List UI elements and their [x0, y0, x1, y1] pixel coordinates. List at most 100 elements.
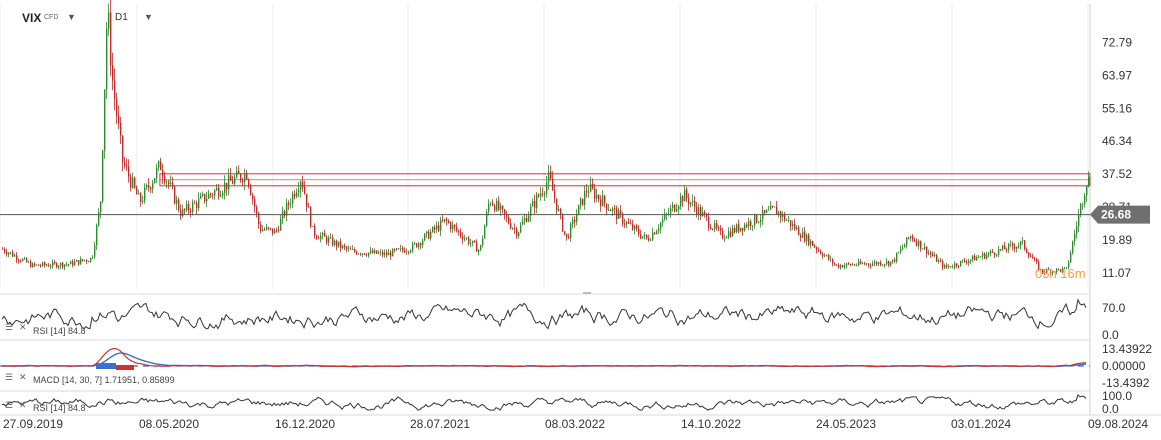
candle — [406, 248, 408, 256]
candle — [978, 254, 980, 259]
candle — [1056, 268, 1058, 275]
candle — [772, 205, 774, 208]
candle — [404, 247, 406, 254]
panel-resize-handle[interactable] — [583, 292, 591, 294]
candle — [828, 253, 830, 261]
candle — [484, 224, 486, 239]
candle — [128, 159, 130, 183]
candle — [4, 247, 6, 254]
candle — [1000, 248, 1002, 252]
candle — [908, 236, 910, 240]
candle — [538, 193, 540, 198]
timeframe-dropdown-icon[interactable]: ▼ — [144, 12, 153, 22]
candle — [1042, 269, 1044, 274]
rsi-level-0: 0.0 — [1102, 328, 1119, 342]
candle — [688, 193, 690, 211]
candle — [1008, 242, 1010, 253]
candle — [396, 248, 398, 251]
candle — [986, 251, 988, 260]
candle — [906, 237, 908, 249]
candle — [178, 197, 180, 213]
candle — [290, 198, 292, 209]
candle — [444, 218, 446, 224]
candle — [228, 168, 230, 196]
candle — [790, 220, 792, 231]
candle — [476, 239, 478, 252]
candle — [410, 249, 412, 254]
candle — [830, 255, 832, 262]
candle — [650, 238, 652, 242]
candle — [24, 256, 26, 260]
candle — [330, 233, 332, 239]
candle — [60, 262, 62, 269]
candle — [842, 264, 844, 268]
candle — [106, 22, 108, 99]
macd-histogram-up — [96, 363, 116, 369]
rsi2-legend[interactable]: ☰ ✕ RSI [14] 84.8 — [5, 400, 86, 413]
candle — [150, 186, 152, 193]
candle — [424, 233, 426, 242]
candle — [960, 260, 962, 267]
candle — [944, 263, 946, 270]
candle — [220, 190, 222, 198]
candle — [516, 226, 518, 239]
candle — [16, 252, 18, 264]
candle — [746, 222, 748, 229]
candle — [86, 259, 88, 264]
candle — [788, 216, 790, 223]
current-price-tag: 26.68 — [1090, 205, 1150, 224]
candle — [602, 190, 604, 207]
candle — [390, 250, 392, 260]
candle — [1076, 221, 1078, 239]
candle — [796, 225, 798, 231]
candle — [1086, 185, 1088, 202]
candle — [962, 259, 964, 263]
candle — [1012, 241, 1014, 251]
candle — [374, 248, 376, 254]
candle — [696, 202, 698, 218]
candle — [758, 220, 760, 224]
candle — [58, 264, 60, 270]
candle — [992, 248, 994, 253]
candle — [84, 260, 86, 262]
candle — [666, 212, 668, 221]
candle — [676, 203, 678, 213]
candle — [358, 253, 360, 255]
candle — [1050, 269, 1052, 276]
macd-signal-line — [1, 347, 1087, 368]
candle — [1032, 253, 1034, 259]
rsi-legend[interactable]: ☰ ✕ RSI [14] 84.8 — [5, 322, 86, 336]
candle — [686, 187, 688, 203]
candle — [12, 249, 14, 257]
candle — [350, 246, 352, 250]
candle — [718, 225, 720, 232]
candle — [326, 235, 328, 245]
candle — [938, 258, 940, 264]
macd-legend[interactable]: ☰ ✕ MACD [14, 30, 7] 1.71951, 0.85899 — [5, 372, 175, 385]
candle — [964, 257, 966, 263]
candle — [408, 250, 410, 255]
candle — [378, 250, 380, 255]
symbol-dropdown-icon[interactable]: ▼ — [67, 12, 76, 22]
timeframe-selector[interactable]: D1 — [115, 12, 128, 23]
candle — [454, 224, 456, 232]
candle — [662, 215, 664, 227]
candle — [186, 200, 188, 213]
candle — [216, 184, 218, 191]
symbol-selector[interactable]: VIX — [22, 11, 42, 25]
candle — [26, 257, 28, 263]
candle — [382, 249, 384, 258]
candle — [628, 218, 630, 224]
candle — [548, 164, 550, 190]
candle — [894, 257, 896, 264]
macd-histogram-down — [116, 365, 134, 370]
candle — [256, 204, 258, 218]
candle — [398, 247, 400, 250]
candle — [934, 251, 936, 258]
candle — [260, 221, 262, 234]
candle — [354, 247, 356, 253]
candle — [1006, 247, 1008, 253]
candle — [70, 260, 72, 265]
candle — [1060, 269, 1062, 273]
